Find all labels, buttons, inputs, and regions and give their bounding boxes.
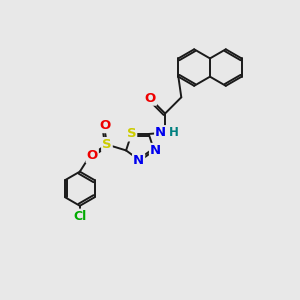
Text: H: H xyxy=(169,126,179,139)
Text: O: O xyxy=(145,92,156,105)
Text: N: N xyxy=(133,154,144,167)
Text: N: N xyxy=(155,126,166,139)
Text: S: S xyxy=(127,128,136,140)
Text: Cl: Cl xyxy=(73,210,86,223)
Text: N: N xyxy=(150,144,161,157)
Text: S: S xyxy=(102,138,112,151)
Text: O: O xyxy=(99,119,110,132)
Text: O: O xyxy=(87,149,98,162)
